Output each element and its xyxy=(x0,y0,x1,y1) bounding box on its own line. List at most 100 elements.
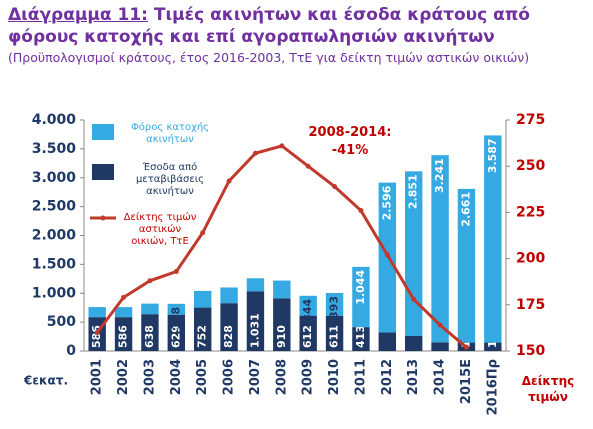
y-tick-label: 2.500 xyxy=(32,199,77,215)
y-axis-label: €εκατ. xyxy=(23,374,68,388)
value-label: 413 xyxy=(354,325,367,348)
legend-swatch xyxy=(92,124,114,140)
annotation-line: 2008-2014: xyxy=(308,125,392,140)
bar-segment xyxy=(246,278,265,292)
value-label: 611 xyxy=(328,325,341,348)
line-marker xyxy=(252,150,258,156)
x-tick-label: 2008 xyxy=(274,359,289,395)
y-tick-label: 3.000 xyxy=(32,170,77,186)
x-tick-label: 2001 xyxy=(90,359,105,395)
y-tick-label: 4.000 xyxy=(32,112,77,128)
y2-tick-label: 225 xyxy=(516,204,545,220)
bar-segment xyxy=(220,303,238,351)
y-tick-label: 0 xyxy=(66,343,76,359)
x-tick-label: 2012 xyxy=(380,359,395,395)
bar-segment xyxy=(220,287,238,304)
value-label: 638 xyxy=(143,325,156,348)
y2-tick-label: 175 xyxy=(516,297,545,313)
line-marker xyxy=(437,322,443,328)
bar-segment xyxy=(141,303,159,315)
line-marker xyxy=(332,184,338,190)
bar-segment xyxy=(352,266,370,328)
bar-segment xyxy=(431,342,449,351)
line-marker xyxy=(121,294,127,300)
title-block: Διάγραμμα 11: Τιμές ακινήτων και έσοδα κ… xyxy=(8,4,588,48)
line-marker xyxy=(173,269,179,275)
x-tick-label: 2004 xyxy=(169,359,184,395)
bar-segment xyxy=(299,315,317,351)
value-label: 3.587 xyxy=(486,138,499,173)
value-label: 1.031 xyxy=(248,313,261,348)
x-tick-label: 2006 xyxy=(222,359,237,395)
bar-segment xyxy=(484,342,502,351)
bar-segment xyxy=(273,298,291,351)
bar-segment xyxy=(167,303,186,315)
value-label: 188 xyxy=(169,307,182,330)
value-label: 586 xyxy=(117,325,130,348)
bar-segment xyxy=(325,293,344,316)
value-label: 344 xyxy=(301,298,314,321)
value-label: 3.241 xyxy=(433,158,446,193)
bar-segment xyxy=(404,335,423,351)
value-label: 910 xyxy=(275,325,288,348)
bar-segment xyxy=(193,290,212,308)
legend-label: Δείκτης τιμών αστικών οικιών, ΤτΕ xyxy=(123,212,197,247)
bar-segment xyxy=(325,315,344,351)
subtitle: (Προϋπολογισμοί κράτους, έτος 2016-2003,… xyxy=(8,50,530,65)
value-label: 1.044 xyxy=(354,270,367,305)
y2-tick-label: 250 xyxy=(516,158,545,174)
bar-segment xyxy=(431,155,449,343)
line-marker xyxy=(411,296,417,302)
value-label: 828 xyxy=(222,325,235,348)
x-tick-label: 2003 xyxy=(142,359,157,395)
y-tick-label: 500 xyxy=(47,314,76,330)
bar-segment xyxy=(299,295,317,316)
bar-segment xyxy=(193,307,212,351)
annotation-line: -41% xyxy=(331,143,369,158)
line-marker xyxy=(358,208,364,214)
bar-segment xyxy=(88,307,106,318)
line-marker xyxy=(200,230,206,236)
bar-segment xyxy=(378,332,397,351)
x-tick-label: 2013 xyxy=(406,359,421,395)
title-prefix: Διάγραμμα 11: xyxy=(8,5,148,25)
line-marker xyxy=(279,143,285,149)
y-tick-label: 3.500 xyxy=(32,141,77,157)
bar-segment xyxy=(246,291,265,351)
x-tick-label: 2015E xyxy=(459,359,474,404)
x-tick-label: 2005 xyxy=(195,359,210,395)
x-tick-label: 2009 xyxy=(301,359,316,395)
bar-segment xyxy=(352,327,370,351)
value-label: 2.596 xyxy=(380,185,393,220)
x-tick-label: 2011 xyxy=(353,359,368,395)
y-tick-label: 1.500 xyxy=(32,256,77,272)
x-tick-label: 2016Πρ xyxy=(485,359,500,415)
bar-segment xyxy=(457,188,476,343)
value-label: 629 xyxy=(169,325,182,348)
value-label: 612 xyxy=(301,325,314,348)
line-marker xyxy=(94,330,100,336)
y-tick-label: 1.000 xyxy=(32,285,77,301)
y2-axis-label: Δείκτης τιμών xyxy=(521,374,575,404)
value-label: 2.851 xyxy=(407,174,420,209)
legend-swatch xyxy=(92,164,114,180)
x-tick-label: 2014 xyxy=(433,359,448,395)
bar-segment xyxy=(114,317,133,351)
bar-segment xyxy=(167,314,186,351)
value-label: 2.661 xyxy=(459,192,472,227)
annotation: 2008-2014: -41% xyxy=(295,124,405,160)
legend-swatch xyxy=(100,215,106,221)
x-tick-label: 2007 xyxy=(248,359,263,395)
bar-segment xyxy=(114,307,133,318)
value-label: 393 xyxy=(328,296,341,319)
line-marker xyxy=(384,252,390,258)
line-marker xyxy=(147,278,153,284)
y2-tick-label: 275 xyxy=(516,112,545,128)
bar-segment xyxy=(141,314,159,351)
value-label: 752 xyxy=(196,325,209,348)
x-tick-label: 2010 xyxy=(327,359,342,395)
bar-segment xyxy=(484,135,502,343)
legend-label: Φόρος κατοχής ακινήτων xyxy=(130,122,210,145)
